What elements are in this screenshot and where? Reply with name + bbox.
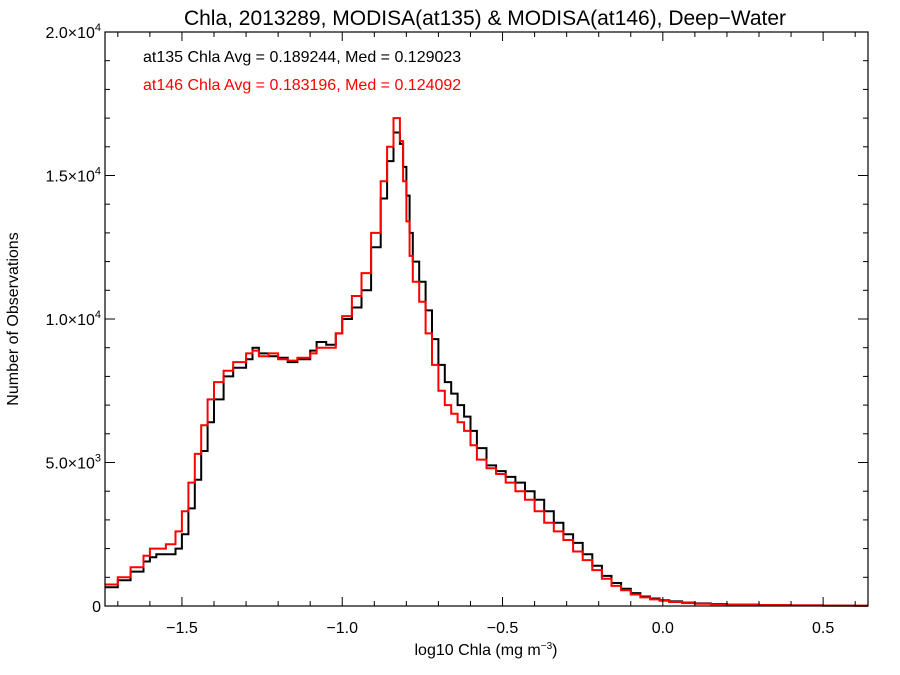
y-tick-label: 2.0×104 [45, 22, 101, 42]
x-axis-label-tail: ) [552, 642, 557, 659]
stat-annotation-at146: at146 Chla Avg = 0.183196, Med = 0.12409… [143, 77, 461, 94]
x-axis-label-superscript: −3 [541, 641, 553, 652]
y-tick-label: 5.0×103 [45, 453, 101, 473]
series-layer [105, 117, 868, 607]
series-line-at135 [105, 131, 868, 607]
x-tick-label: 0.5 [812, 620, 834, 637]
y-axis-ticks: 0 5.0×103 1.0×104 1.5×104 2.0×104 [45, 22, 868, 616]
y-tick-label: 1.5×104 [45, 166, 101, 186]
y-tick-label: 1.0×104 [45, 309, 101, 329]
stat-annotation-at135: at135 Chla Avg = 0.189244, Med = 0.12902… [143, 49, 461, 66]
chart-title: Chla, 2013289, MODISA(at135) & MODISA(at… [184, 7, 786, 30]
x-tick-label: −1.0 [326, 620, 358, 637]
x-axis-label: log10 Chla (mg m−3) [414, 641, 557, 659]
y-tick-label: 0 [92, 599, 101, 616]
x-axis-label-main: log10 Chla (mg m [414, 642, 540, 659]
x-tick-label: 0.0 [652, 620, 674, 637]
x-tick-label: −1.5 [166, 620, 198, 637]
plot-frame [104, 31, 869, 607]
x-axis-ticks: −1.5 −1.0 −0.5 0.0 0.5 [117, 32, 856, 637]
x-tick-label: −0.5 [487, 620, 519, 637]
series-line-at146 [105, 117, 868, 607]
y-axis-label: Number of Observations [5, 232, 22, 405]
